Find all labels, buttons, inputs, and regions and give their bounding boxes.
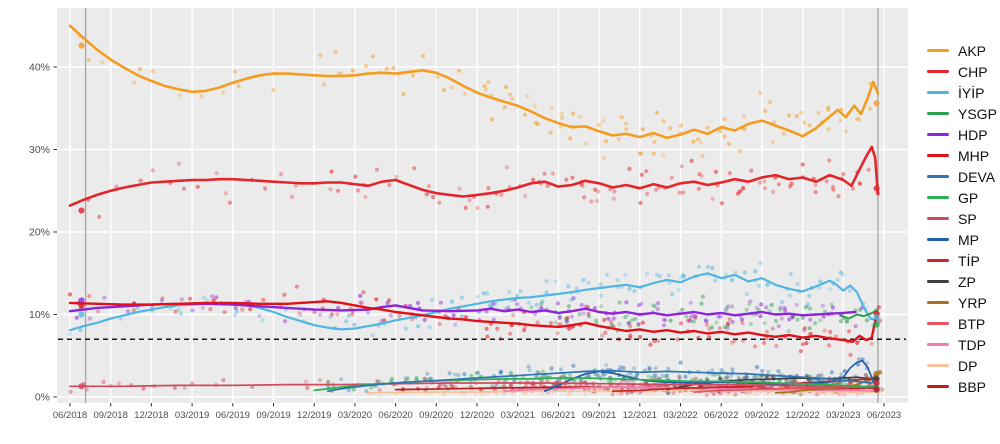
x-tick-label: 12/2021 bbox=[623, 410, 657, 421]
legend-label: HDP bbox=[958, 126, 988, 143]
legend-swatch-icon bbox=[927, 321, 949, 326]
x-tick-label: 12/2019 bbox=[297, 410, 331, 421]
legend-swatch-icon bbox=[927, 195, 949, 200]
legend-swatch-icon bbox=[927, 174, 949, 179]
legend-item-hdp[interactable]: HDP bbox=[927, 124, 999, 145]
y-tick-label: 10% bbox=[29, 309, 50, 321]
x-tick-label: 03/2023 bbox=[826, 410, 860, 421]
legend-label: MHP bbox=[958, 147, 990, 164]
legend-item-btp[interactable]: BTP bbox=[927, 313, 999, 334]
trend-line-deva bbox=[326, 369, 879, 393]
legend-swatch-icon bbox=[927, 216, 949, 221]
trend-line-hdp bbox=[68, 302, 857, 317]
legend-swatch-icon bbox=[927, 300, 949, 305]
legend-swatch-icon bbox=[927, 132, 949, 137]
y-tick-label: 0% bbox=[35, 392, 50, 404]
legend-swatch-icon bbox=[927, 384, 949, 389]
legend-swatch-icon bbox=[927, 69, 949, 74]
x-tick-label: 12/2020 bbox=[460, 410, 494, 421]
legend-swatch-icon bbox=[927, 111, 949, 116]
chart-legend: AKP CHP İYİP YSGP HDP MHP DEVA GP SP MP TİP ZP YRP BT… bbox=[927, 40, 999, 397]
x-tick-label: 09/2018 bbox=[94, 410, 128, 421]
legend-label: MP bbox=[958, 231, 979, 248]
trend-line-yrp bbox=[774, 373, 879, 394]
legend-label: YSGP bbox=[958, 105, 997, 122]
x-tick-label: 09/2022 bbox=[745, 410, 779, 421]
x-tick-label: 03/2022 bbox=[663, 410, 697, 421]
legend-item-mhp[interactable]: MHP bbox=[927, 145, 999, 166]
trend-line-mhp bbox=[68, 300, 880, 343]
legend-item-i̇yi̇p[interactable]: İYİP bbox=[927, 82, 999, 103]
legend-item-yrp[interactable]: YRP bbox=[927, 292, 999, 313]
legend-label: SP bbox=[958, 210, 977, 227]
plot-background bbox=[57, 8, 908, 403]
x-tick-label: 06/2020 bbox=[378, 410, 412, 421]
x-tick-label: 09/2019 bbox=[256, 410, 290, 421]
y-tick-label: 30% bbox=[29, 144, 50, 156]
legend-swatch-icon bbox=[927, 237, 949, 242]
x-tick-label: 06/2021 bbox=[541, 410, 575, 421]
axis-labels: 06/2018 09/2018 12/2018 03/2019 06/2019 09/20… bbox=[29, 62, 901, 422]
x-tick-label: 12/2022 bbox=[785, 410, 819, 421]
legend-item-bbp[interactable]: BBP bbox=[927, 376, 999, 397]
legend-item-zp[interactable]: ZP bbox=[927, 271, 999, 292]
legend-item-tdp[interactable]: TDP bbox=[927, 334, 999, 355]
legend-label: GP bbox=[958, 189, 979, 206]
legend-swatch-icon bbox=[927, 90, 949, 95]
legend-label: TDP bbox=[958, 336, 986, 353]
legend-item-deva[interactable]: DEVA bbox=[927, 166, 999, 187]
legend-item-mp[interactable]: MP bbox=[927, 229, 999, 250]
legend-swatch-icon bbox=[927, 153, 949, 158]
legend-label: BBP bbox=[958, 378, 987, 395]
trend-line-akp bbox=[68, 24, 880, 140]
legend-item-ti̇p[interactable]: TİP bbox=[927, 250, 999, 271]
legend-swatch-icon bbox=[927, 48, 949, 53]
legend-label: YRP bbox=[958, 294, 987, 311]
trend-line-chp bbox=[68, 145, 880, 207]
legend-label: TİP bbox=[958, 252, 980, 269]
legend-swatch-icon bbox=[927, 258, 949, 263]
legend-item-dp[interactable]: DP bbox=[927, 355, 999, 376]
x-tick-label: 06/2022 bbox=[704, 410, 738, 421]
x-tick-label: 09/2021 bbox=[582, 410, 616, 421]
x-tick-label: 06/2023 bbox=[867, 410, 901, 421]
x-tick-label: 06/2018 bbox=[53, 410, 87, 421]
legend-swatch-icon bbox=[927, 342, 949, 347]
legend-item-chp[interactable]: CHP bbox=[927, 61, 999, 82]
election-result-points bbox=[78, 42, 880, 393]
legend-label: DEVA bbox=[958, 168, 996, 185]
y-tick-label: 40% bbox=[29, 62, 50, 74]
legend-item-akp[interactable]: AKP bbox=[927, 40, 999, 61]
legend-item-gp[interactable]: GP bbox=[927, 187, 999, 208]
y-tick-label: 20% bbox=[29, 227, 50, 239]
x-tick-label: 03/2019 bbox=[175, 410, 209, 421]
x-tick-label: 09/2020 bbox=[419, 410, 453, 421]
legend-item-ysgp[interactable]: YSGP bbox=[927, 103, 999, 124]
legend-label: DP bbox=[958, 357, 978, 374]
legend-label: ZP bbox=[958, 273, 976, 290]
legend-item-sp[interactable]: SP bbox=[927, 208, 999, 229]
legend-label: BTP bbox=[958, 315, 986, 332]
x-tick-label: 03/2020 bbox=[338, 410, 372, 421]
legend-swatch-icon bbox=[927, 279, 949, 284]
x-tick-label: 12/2018 bbox=[134, 410, 168, 421]
trend-line-sp bbox=[69, 382, 879, 388]
legend-label: AKP bbox=[958, 42, 987, 59]
legend-label: İYİP bbox=[958, 84, 985, 101]
legend-label: CHP bbox=[958, 63, 988, 80]
x-tick-label: 03/2021 bbox=[501, 410, 535, 421]
legend-swatch-icon bbox=[927, 363, 949, 368]
trend-line-ysgp bbox=[839, 308, 879, 320]
x-tick-label: 06/2019 bbox=[216, 410, 250, 421]
